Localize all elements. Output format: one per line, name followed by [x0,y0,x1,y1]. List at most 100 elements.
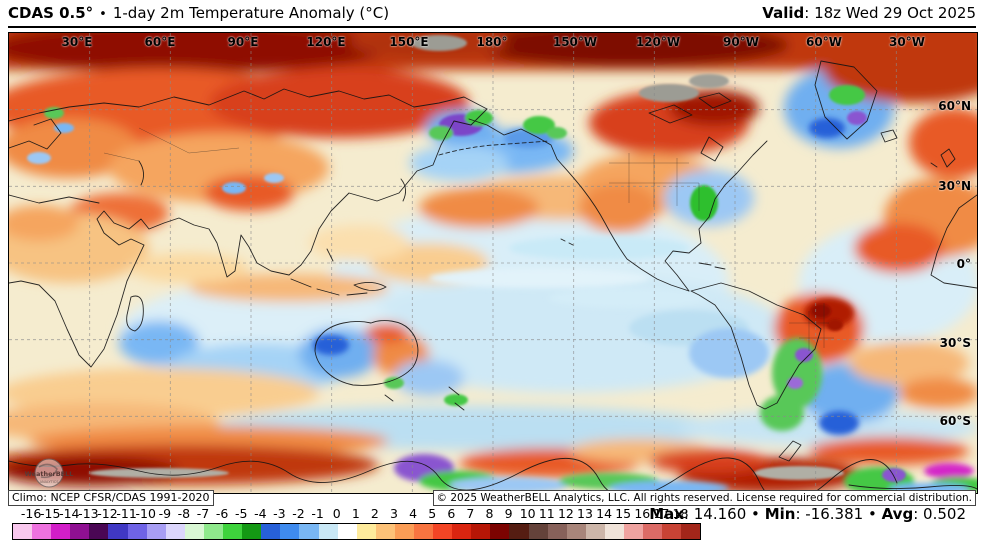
colorbar-tick: -11 [116,506,137,521]
avg-value: 0.502 [923,505,966,523]
colorbar-cell [261,524,281,539]
colorbar-tick: 13 [577,506,593,521]
colorbar-tick: -3 [273,506,286,521]
stats-line: Max: 14.160 • Min: -16.381 • Avg: 0.502 [649,505,966,523]
colorbar-tick: -10 [135,506,156,521]
colorbar-tick: 9 [504,506,513,521]
colorbar-cell [433,524,453,539]
lat-label: 60°S [939,414,971,428]
colorbar-tick: -6 [215,506,229,521]
valid-time: Valid: 18z Wed 29 Oct 2025 [762,4,976,22]
page-title: 1-day 2m Temperature Anomaly (°C) [112,4,390,22]
colorbar-tick: 7 [466,506,475,521]
anomaly-field-detail [27,35,906,482]
colorbar-cell [89,524,109,539]
colorbar-cell [13,524,33,539]
header: CDAS 0.5° • 1-day 2m Temperature Anomaly… [8,0,976,28]
colorbar-tick: 17 [653,506,670,521]
colorbar [12,523,702,540]
copyright-note: © 2025 WeatherBELL Analytics, LLC. All r… [432,490,976,506]
colorbar-cell [394,524,414,539]
political-borders [103,127,834,351]
colorbar-cell [624,524,644,539]
colorbar-cell [165,524,185,539]
colorbar-tick: 2 [370,506,379,521]
valid-colon: : [804,4,810,22]
title-separator: • [99,7,107,22]
colorbar-tick: 12 [557,506,574,521]
colorbar-cell [509,524,529,539]
lon-label: 60°W [806,35,842,49]
colorbar-cell [413,524,434,539]
valid-label: Valid [762,4,805,22]
lon-label: 30°E [61,35,93,49]
min-value: -16.381 [805,505,864,523]
colorbar-cell [662,524,682,539]
colorbar-tick: -12 [97,506,118,521]
colorbar-cell [108,524,128,539]
lon-label: 150°W [552,35,598,49]
max-colon: : [683,505,689,523]
colorbar-tick: -9 [158,506,172,521]
watermark-subtext: ANALYTICS [40,480,60,484]
graticule [9,33,977,493]
stats-separator-2: • [867,505,877,523]
colorbar-tick: 16 [634,506,651,521]
colorbar-tick: 11 [538,506,555,521]
colorbar-cell [146,524,166,539]
lon-label: 30°W [889,35,925,49]
colorbar-tick: 5 [428,506,437,521]
colorbar-tick: -2 [292,506,305,521]
colorbar-cell [299,524,319,539]
climo-note: Climo: NCEP CFSR/CDAS 1991-2020 [8,490,214,506]
lat-label: 30°S [939,336,971,350]
colorbar-cell [375,524,395,539]
colorbar-tick: -15 [39,506,61,521]
lon-label: 90°E [227,35,259,49]
colorbar-tick: -13 [78,506,99,521]
colorbar-cell [184,524,204,539]
colorbar-tick: 1 [351,506,360,521]
product-name: CDAS 0.5° [8,4,94,22]
coastlines [9,60,977,493]
weatherbell-watermark-logo: WeatherBELL ANALYTICS [25,458,73,488]
lat-label: 0° [956,257,971,271]
min-label: Min [764,505,796,523]
colorbar-cell [51,524,71,539]
colorbar-tick: 14 [596,506,613,521]
lon-label: 150°E [389,35,429,49]
lon-label: 120°W [635,35,681,49]
colorbar-cell [242,524,262,539]
lon-label: 180° [476,35,508,49]
colorbar-tick: -7 [196,506,210,521]
anomaly-field-medium [313,118,977,493]
map-frame: WeatherBELL ANALYTICS 30°E 60°E 90°E 120°E 1… [8,32,978,494]
colorbar-cell [70,524,90,539]
colorbar-tick: -1 [311,506,324,521]
lat-label: 60°N [938,99,971,113]
colorbar-cell [528,524,548,539]
colorbar-tick: -8 [177,506,191,521]
colorbar-tick: -16 [20,506,42,521]
colorbar-cell [604,524,624,539]
colorbar-cell [452,524,472,539]
colorbar-tick: 10 [519,506,536,521]
colorbar-tick: -5 [234,506,248,521]
lon-label: 60°E [144,35,176,49]
stats-separator-1: • [751,505,760,523]
colorbar-cell [223,524,243,539]
max-label: Max [649,505,684,523]
colorbar-cell [547,524,567,539]
colorbar-cell [356,524,376,539]
colorbar-cell [318,524,338,539]
world-anomaly-map: WeatherBELL ANALYTICS [9,33,977,493]
lon-label: 90°W [723,35,759,49]
colorbar-cell [681,524,701,539]
colorbar-cell [127,524,147,539]
colorbar-cell [643,524,663,539]
lon-label: 120°E [306,35,346,49]
colorbar-cell [280,524,300,539]
colorbar-tick: 8 [485,506,494,521]
colorbar-cell [32,524,52,539]
colorbar-cell [471,524,491,539]
